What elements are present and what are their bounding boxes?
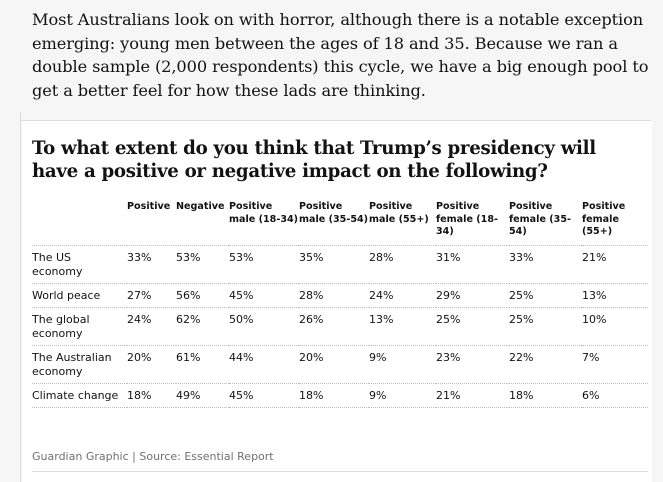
table-cell: 20% (127, 345, 176, 384)
table-cell: 28% (299, 283, 369, 308)
table-row: The global economy 24% 62% 50% 26% 13% 2… (32, 307, 648, 346)
row-label: The US economy (32, 245, 127, 284)
table-cell: 53% (176, 245, 229, 284)
header-cell: Positive male (18-34) (229, 199, 299, 246)
table-cell: 18% (299, 383, 369, 408)
table-row: World peace 27% 56% 45% 28% 24% 29% 25% … (32, 283, 648, 308)
row-label: The Australian economy (32, 345, 127, 384)
article-paragraph: Most Australians look on with horror, al… (32, 10, 649, 100)
table-cell: 21% (436, 383, 509, 408)
header-cell: Positive female (55+) (582, 199, 648, 246)
header-cell: Positive female (18-34) (436, 199, 509, 246)
table-cell: 62% (176, 307, 229, 346)
table-cell: 27% (127, 283, 176, 308)
table-cell: 29% (436, 283, 509, 308)
table-cell: 21% (582, 245, 648, 284)
section-divider (21, 120, 651, 121)
data-table: Positive Negative Positive male (18-34) … (32, 199, 648, 408)
table-cell: 56% (176, 283, 229, 308)
left-rule (20, 112, 21, 482)
table-cell: 49% (176, 383, 229, 408)
table-cell: 28% (369, 245, 436, 284)
table-cell: 45% (229, 283, 299, 308)
table-cell: 9% (369, 345, 436, 384)
row-label: The global economy (32, 307, 127, 346)
figure-container: To what extent do you think that Trump’s… (22, 121, 652, 482)
table-cell: 9% (369, 383, 436, 408)
table-cell: 18% (127, 383, 176, 408)
bottom-divider (32, 471, 648, 472)
header-cell: Positive female (35-54) (509, 199, 582, 246)
table-cell: 18% (509, 383, 582, 408)
header-row: Positive Negative Positive male (18-34) … (32, 199, 648, 246)
table-cell: 25% (436, 307, 509, 346)
table-cell: 20% (299, 345, 369, 384)
row-label: World peace (32, 283, 127, 308)
table-cell: 33% (509, 245, 582, 284)
header-cell: Positive male (35-54) (299, 199, 369, 246)
table-cell: 22% (509, 345, 582, 384)
figure-title: To what extent do you think that Trump’s… (32, 138, 596, 182)
table-cell: 7% (582, 345, 648, 384)
table-cell: 25% (509, 307, 582, 346)
header-cell: Positive male (55+) (369, 199, 436, 246)
table-cell: 45% (229, 383, 299, 408)
table-cell: 35% (299, 245, 369, 284)
table-cell: 25% (509, 283, 582, 308)
table-cell: 50% (229, 307, 299, 346)
header-cell: Positive (127, 199, 176, 246)
table-cell: 61% (176, 345, 229, 384)
table-cell: 6% (582, 383, 648, 408)
table-cell: 23% (436, 345, 509, 384)
table-cell: 24% (369, 283, 436, 308)
table-cell: 53% (229, 245, 299, 284)
header-cell: Negative (176, 199, 229, 246)
table-cell: 33% (127, 245, 176, 284)
source-credit: Guardian Graphic | Source: Essential Rep… (32, 450, 274, 463)
row-label: Climate change (32, 383, 127, 408)
table-row: The US economy 33% 53% 53% 35% 28% 31% 3… (32, 245, 648, 284)
table-cell: 31% (436, 245, 509, 284)
header-cell (32, 199, 127, 246)
table-cell: 10% (582, 307, 648, 346)
table-cell: 13% (582, 283, 648, 308)
table-row: Climate change 18% 49% 45% 18% 9% 21% 18… (32, 383, 648, 408)
table-cell: 26% (299, 307, 369, 346)
table-cell: 24% (127, 307, 176, 346)
table-cell: 13% (369, 307, 436, 346)
table-row: The Australian economy 20% 61% 44% 20% 9… (32, 345, 648, 384)
table-cell: 44% (229, 345, 299, 384)
